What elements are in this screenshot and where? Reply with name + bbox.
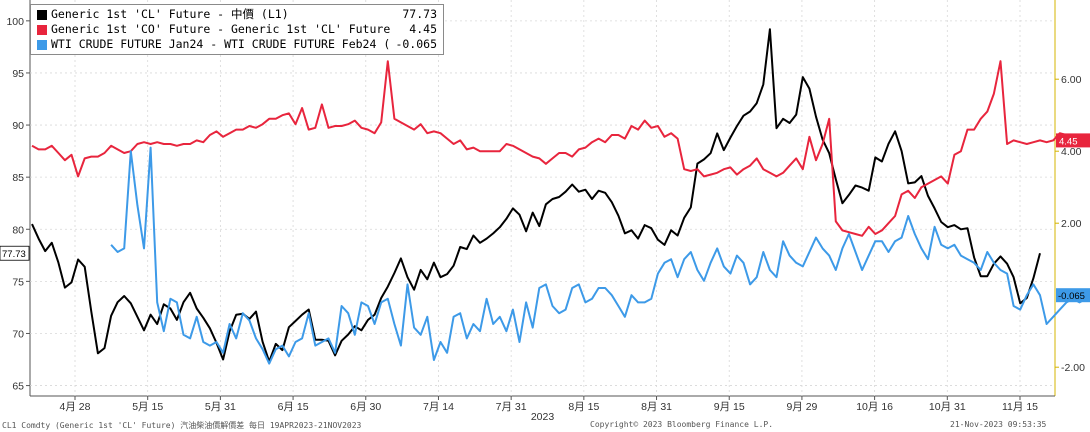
right-axis-tick-label: 6.00	[1061, 74, 1082, 86]
left-axis-tick-label: 75	[12, 276, 24, 288]
x-axis-tick-label: 7月 14	[423, 401, 454, 413]
x-axis-ticks: 4月 28 5月 15 5月 31 6月 15 6月 30 7月 14 7月 31 8月 15…	[60, 396, 1038, 423]
x-axis-tick-label: 4月 28	[60, 401, 91, 413]
right-axis-tick-label: 4.00	[1061, 146, 1082, 158]
x-axis-tick-label: 5月 15	[132, 401, 163, 413]
x-axis-tick-label: 10月 31	[929, 401, 966, 413]
x-axis-tick-label: 7月 31	[496, 401, 527, 413]
value-tags: 77.73 4.45 -0.065	[0, 133, 1090, 303]
right-axis-tick-label: -2.00	[1061, 362, 1085, 374]
x-axis-tick-label: 9月 29	[786, 401, 817, 413]
series-line	[31, 60, 1067, 237]
x-axis-tick-label: 5月 31	[205, 401, 236, 413]
legend-swatch	[37, 24, 47, 35]
legend-label: Generic 1st 'CL' Future - 中價 (L1)	[51, 7, 289, 21]
legend-swatch	[37, 39, 47, 50]
left-value-tag	[0, 245, 30, 261]
left-axis-tick-label: 85	[12, 172, 24, 184]
legend-item: Generic 1st 'CO' Future - Generic 1st 'C…	[37, 22, 437, 37]
red-value-tag-label: 4.45	[1059, 136, 1078, 147]
left-axis-ticks: 65 70 75 80 85 90 95 100	[6, 16, 30, 393]
right-axis-tick-label: 2.00	[1061, 218, 1082, 230]
legend-label: WTI CRUDE FUTURE Jan24 - WTI CRUDE FUTUR…	[51, 37, 391, 51]
left-axis-tick-label: 70	[12, 328, 24, 340]
legend-item: Generic 1st 'CL' Future - 中價 (L1) 77.73	[37, 7, 437, 22]
blue-value-tag-label: -0.065	[1058, 291, 1085, 302]
x-axis-tick-label: 8月 15	[568, 401, 599, 413]
left-axis-tick-label: 80	[12, 224, 24, 236]
footer-timestamp: 21-Nov-2023 09:53:35	[950, 420, 1047, 429]
red-value-tag	[1056, 133, 1090, 148]
legend-label: Generic 1st 'CO' Future - Generic 1st 'C…	[51, 22, 391, 36]
legend-value: 77.73	[402, 7, 437, 21]
legend-value: -0.065	[395, 37, 437, 51]
right-axis-ticks: -2.00 2.00 4.00 6.00	[1055, 74, 1085, 374]
blue-value-tag	[1056, 288, 1090, 303]
x-axis-tick-label: 6月 15	[278, 401, 309, 413]
x-axis-tick-label: 10月 16	[856, 401, 893, 413]
legend: Generic 1st 'CL' Future - 中價 (L1) 77.73 …	[30, 4, 444, 55]
x-axis-tick-label: 6月 30	[350, 401, 381, 413]
series-line	[31, 28, 1041, 363]
left-value-tag-label: 77.73	[2, 249, 26, 260]
footer-source: CL1 Comdty (Generic 1st 'CL' Future) 汽油柴…	[2, 421, 362, 430]
x-axis-tick-label: 8月 31	[641, 401, 672, 413]
left-axis-tick-label: 95	[12, 68, 24, 80]
left-axis-tick-label: 65	[12, 381, 24, 393]
footer-copyright: Copyright© 2023 Bloomberg Finance L.P.	[590, 420, 774, 429]
legend-item: WTI CRUDE FUTURE Jan24 - WTI CRUDE FUTUR…	[37, 37, 437, 52]
series-line	[110, 146, 1090, 365]
x-axis-tick-label: 9月 15	[714, 401, 745, 413]
left-axis-tick-label: 90	[12, 120, 24, 132]
x-axis-year-label: 2023	[531, 411, 555, 423]
legend-value: 4.45	[409, 22, 437, 36]
series-lines	[31, 28, 1090, 365]
x-axis-tick-label: 11月 15	[1002, 401, 1038, 413]
left-axis-tick-label: 100	[6, 16, 24, 28]
legend-swatch	[37, 9, 47, 20]
